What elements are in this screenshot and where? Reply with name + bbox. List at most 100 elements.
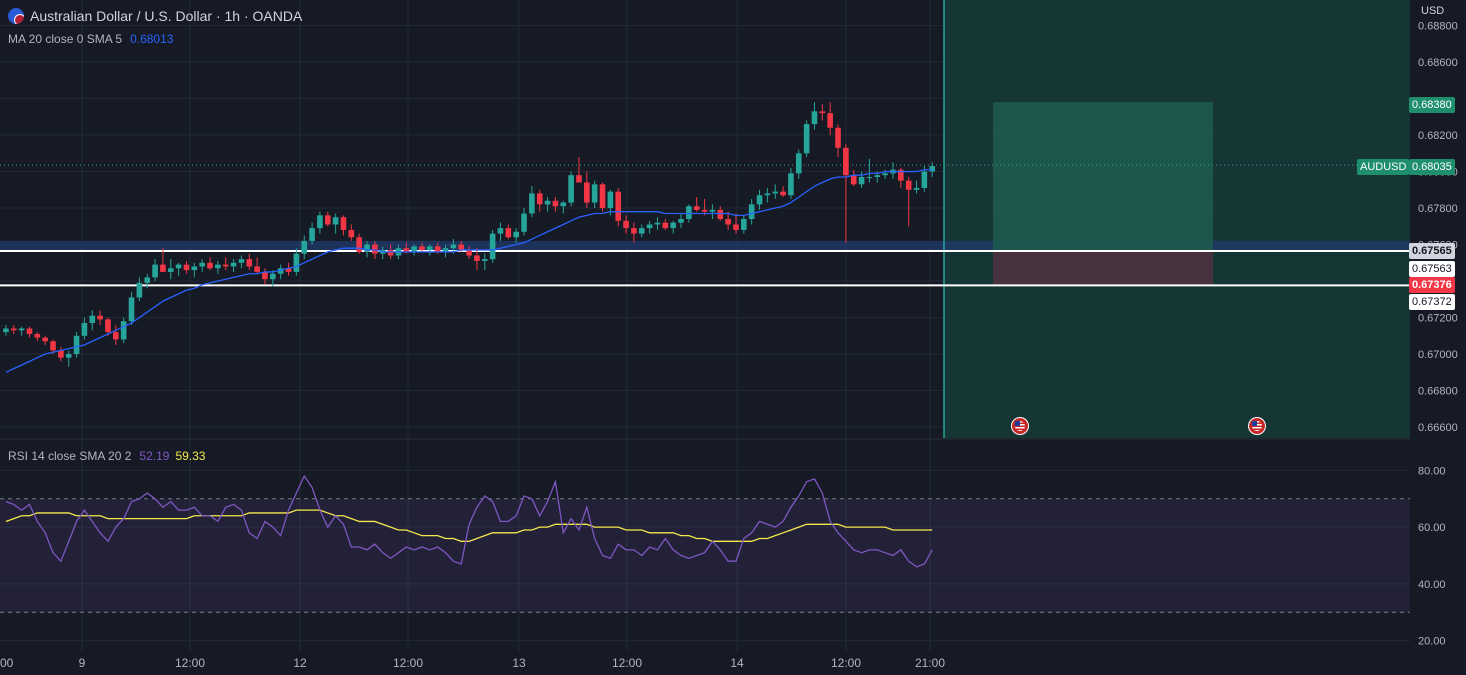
candle-body: [207, 262, 213, 269]
candle-body: [34, 333, 41, 338]
candle-body: [623, 220, 629, 229]
rsi-indicator-legend[interactable]: RSI 14 close SMA 20 2 52.19 59.33: [8, 449, 205, 463]
candle-body: [858, 177, 865, 185]
candle-body: [450, 244, 457, 249]
candle-body: [42, 337, 48, 342]
candle-body: [175, 264, 182, 269]
candle-body: [317, 215, 323, 229]
candle-body: [113, 332, 119, 340]
candle-body: [356, 237, 362, 252]
candle-body: [285, 268, 292, 272]
candle-body: [340, 217, 347, 230]
candle-body: [536, 193, 543, 205]
candle-body: [301, 240, 308, 254]
candle-body: [199, 262, 205, 267]
rsi-ma-value: 59.33: [175, 449, 206, 463]
rsi-ma-line: [5, 509, 933, 542]
candle-body: [615, 191, 622, 221]
take-profit-zone: [993, 102, 1213, 251]
rsi-tick-label: 80.00: [1418, 465, 1446, 477]
candle-body: [827, 113, 833, 128]
candle-body: [427, 246, 433, 251]
ma-label: MA 20 close 0 SMA 5: [8, 32, 123, 46]
candle-body: [348, 229, 355, 238]
candle-body: [591, 184, 598, 203]
candle-body: [262, 271, 268, 280]
time-axis-label: 12:00: [831, 656, 861, 670]
candle-body: [120, 321, 127, 340]
candle-body: [458, 244, 465, 251]
candle-body: [772, 191, 779, 194]
us-event-icon[interactable]: [1011, 417, 1029, 435]
candle-body: [505, 228, 512, 238]
candle-body: [466, 250, 472, 256]
support-zone-band: [0, 240, 1410, 251]
candle-body: [756, 195, 763, 205]
candle-body: [693, 206, 700, 210]
price-tick-label: 0.66800: [1418, 386, 1458, 398]
candle-body: [717, 209, 724, 219]
candle-body: [764, 193, 771, 196]
candle-body: [701, 209, 708, 212]
candle-body: [662, 222, 669, 229]
candle-body: [780, 191, 786, 196]
candle-body: [270, 273, 276, 280]
candle-body: [442, 248, 449, 252]
candle-body: [733, 224, 739, 230]
candle-body: [921, 171, 928, 188]
candle-body: [183, 264, 190, 271]
rsi-tick-label: 60.00: [1418, 522, 1446, 534]
candle-body: [599, 184, 606, 209]
candle-body: [552, 200, 559, 207]
candle-body: [238, 259, 245, 263]
candle-body: [795, 153, 802, 174]
candle-body: [26, 328, 33, 334]
time-axis-label: 00: [0, 656, 14, 670]
candle-body: [631, 228, 637, 234]
candle-body: [811, 111, 818, 125]
candle-body: [10, 328, 17, 331]
time-axis-label: 14: [730, 656, 744, 670]
time-axis-label: 13: [512, 656, 526, 670]
candle-body: [725, 219, 731, 225]
us-event-icon[interactable]: [1248, 417, 1266, 435]
stop-loss-badge: 0.67376: [1409, 277, 1455, 293]
time-axis-label: 21:00: [915, 656, 945, 670]
symbol-header[interactable]: Australian Dollar / U.S. Dollar · 1h · O…: [8, 6, 302, 26]
rsi-label: RSI 14 close SMA 20 2: [8, 449, 132, 463]
price-tick-label: 0.67200: [1418, 313, 1458, 325]
ma-line: [5, 169, 933, 373]
candle-body: [474, 255, 480, 261]
candle-body: [748, 204, 755, 219]
price-tick-label: 0.68200: [1418, 130, 1458, 142]
candlestick-series: [3, 102, 936, 367]
candle-body: [544, 200, 551, 205]
candle-body: [741, 219, 747, 230]
price-axis-ticks: 0.68800 0.68600 0.68200 0.67800 0.67200 0.670…: [1418, 21, 1458, 434]
price-tick-label: 0.68800: [1418, 21, 1458, 33]
time-axis-label: 12: [293, 656, 307, 670]
rsi-value: 52.19: [139, 449, 170, 463]
ma-value: 0.68013: [130, 32, 174, 46]
take-profit-badge: 0.68380: [1409, 97, 1455, 113]
time-axis-label: 9: [79, 656, 86, 670]
candle-body: [81, 323, 88, 336]
ma-indicator-legend[interactable]: MA 20 close 0 SMA 5 0.68013: [8, 32, 173, 46]
candle-body: [387, 250, 394, 256]
candle-body: [670, 222, 676, 229]
candle-body: [434, 246, 441, 252]
time-axis-label: 12:00: [612, 656, 642, 670]
candle-body: [913, 187, 920, 190]
rsi-tick-label: 20.00: [1418, 636, 1446, 648]
candle-body: [638, 228, 645, 234]
candle-body: [18, 328, 25, 331]
candle-body: [144, 277, 151, 283]
time-axis-label: 12:00: [175, 656, 205, 670]
rsi-axis-ticks: 80.00 60.00 40.00 20.00: [1418, 465, 1446, 647]
rsi-tick-label: 40.00: [1418, 579, 1446, 591]
candle-body: [105, 319, 111, 333]
candle-body: [882, 173, 888, 176]
candle-body: [568, 175, 574, 203]
candle-body: [678, 219, 684, 223]
